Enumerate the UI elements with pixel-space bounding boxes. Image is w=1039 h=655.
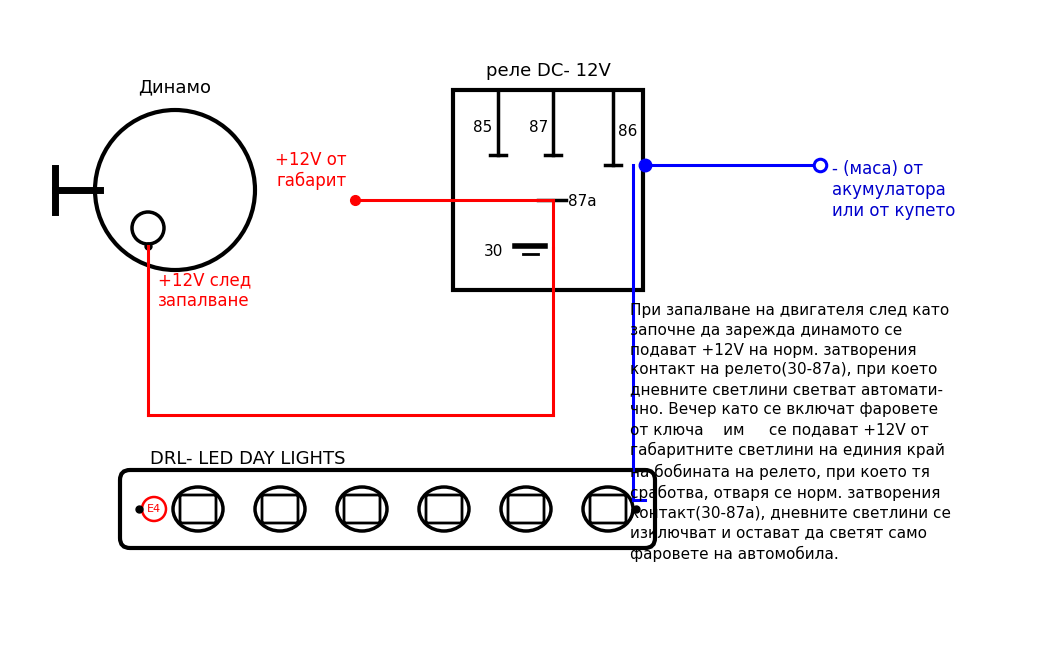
Text: 85: 85 <box>473 121 492 136</box>
Text: При запалване на двигателя след като
започне да зарежда динамото се
подават +12V: При запалване на двигателя след като зап… <box>630 303 951 562</box>
Text: 87a: 87a <box>568 195 596 210</box>
Text: - (маса) от
акумулатора
или от купето: - (маса) от акумулатора или от купето <box>832 160 956 219</box>
Text: 30: 30 <box>483 244 503 259</box>
Text: 87: 87 <box>529 121 548 136</box>
Text: DRL- LED DAY LIGHTS: DRL- LED DAY LIGHTS <box>150 450 346 468</box>
Text: +12V след
запалване: +12V след запалване <box>158 271 251 310</box>
Text: Динамо: Динамо <box>138 78 212 96</box>
Text: 86: 86 <box>618 124 637 140</box>
Text: E4: E4 <box>146 504 161 514</box>
Bar <box>453 90 643 290</box>
Text: +12V от
габарит: +12V от габарит <box>275 151 347 190</box>
Text: реле DC- 12V: реле DC- 12V <box>485 62 611 80</box>
